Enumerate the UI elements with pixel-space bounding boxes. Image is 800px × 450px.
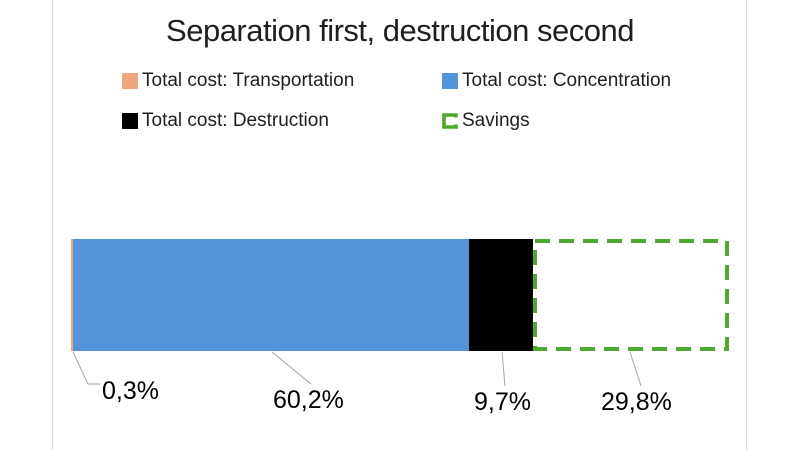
data-label-transportation: 0,3% — [102, 377, 159, 405]
legend-label: Savings — [462, 110, 530, 131]
legend-item-concentration: Total cost: Concentration — [442, 70, 671, 92]
savings-dashed-swatch-icon — [442, 113, 458, 129]
legend-label: Total cost: Destruction — [142, 110, 329, 131]
data-label-concentration: 60,2% — [273, 386, 344, 414]
legend-item-savings: Savings — [442, 110, 530, 132]
data-label-savings: 29,8% — [601, 388, 672, 416]
chart-title: Separation first, destruction second — [166, 13, 634, 48]
data-label-destruction: 9,7% — [474, 388, 531, 416]
concentration-swatch-icon — [442, 73, 458, 89]
stacked-bar — [71, 239, 729, 351]
page-edge-line-left — [52, 0, 53, 450]
legend-item-destruction: Total cost: Destruction — [122, 110, 329, 132]
destruction-swatch-icon — [122, 113, 138, 129]
transportation-swatch-icon — [122, 73, 138, 89]
page-edge-line-right — [746, 0, 747, 450]
legend-item-transportation: Total cost: Transportation — [122, 70, 354, 92]
bar-segment-transportation — [71, 239, 73, 351]
legend-label: Total cost: Concentration — [462, 70, 672, 91]
legend-label: Total cost: Transportation — [142, 70, 355, 91]
bar-segment-destruction — [469, 239, 533, 351]
bar-segment-savings — [532, 239, 729, 351]
bar-segment-concentration — [72, 239, 470, 351]
